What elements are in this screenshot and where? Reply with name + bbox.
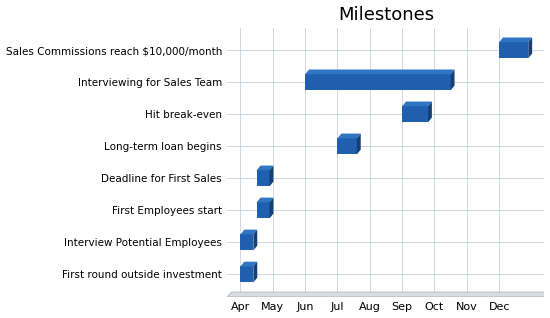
- Polygon shape: [402, 101, 432, 106]
- Polygon shape: [257, 166, 273, 170]
- Polygon shape: [544, 23, 548, 297]
- Polygon shape: [305, 74, 450, 90]
- Polygon shape: [257, 170, 270, 186]
- Polygon shape: [254, 262, 257, 282]
- Polygon shape: [499, 42, 528, 58]
- Polygon shape: [305, 70, 454, 74]
- Polygon shape: [402, 106, 428, 122]
- Polygon shape: [338, 138, 357, 154]
- Title: Milestones: Milestones: [338, 5, 434, 24]
- Polygon shape: [450, 70, 454, 90]
- Polygon shape: [228, 292, 548, 297]
- Polygon shape: [499, 38, 532, 42]
- Polygon shape: [528, 38, 532, 58]
- Polygon shape: [257, 197, 273, 203]
- Polygon shape: [240, 230, 257, 234]
- Polygon shape: [357, 134, 361, 154]
- Polygon shape: [240, 234, 254, 251]
- Polygon shape: [270, 166, 273, 186]
- Polygon shape: [240, 266, 254, 282]
- Polygon shape: [428, 101, 432, 122]
- Polygon shape: [254, 230, 257, 251]
- Polygon shape: [257, 203, 270, 218]
- Polygon shape: [270, 197, 273, 218]
- Polygon shape: [338, 134, 361, 138]
- Polygon shape: [240, 262, 257, 266]
